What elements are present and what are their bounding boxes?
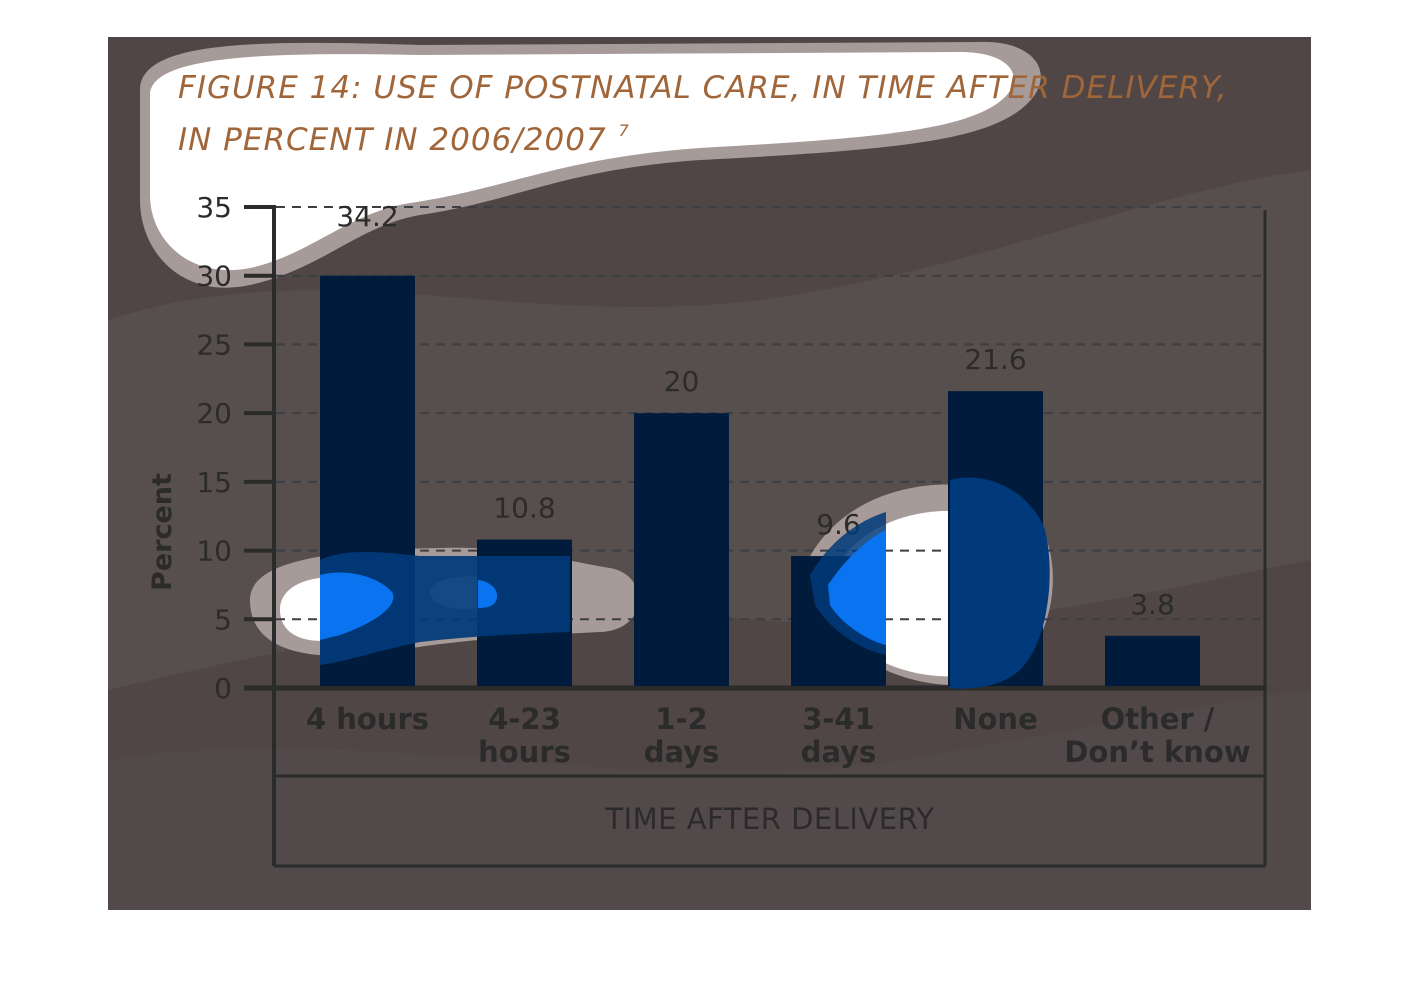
gridlines: [276, 206, 1263, 621]
bar: [1105, 635, 1200, 686]
category-label: 4-23: [488, 702, 561, 736]
category-label: Other /: [1101, 702, 1215, 736]
bar-overlay: [320, 477, 1050, 689]
data-label: 10.8: [493, 492, 555, 525]
category-label: days: [644, 735, 720, 769]
y-tick-label: 15: [196, 466, 232, 499]
data-label: 3.8: [1130, 588, 1175, 621]
y-axis-ticks: 0 5 10 15 20 25 30 35: [196, 191, 276, 705]
y-tick-label: 10: [196, 535, 232, 568]
y-axis-label: Percent: [147, 473, 178, 591]
data-label: 21.6: [964, 343, 1026, 376]
category-label: 1-2: [655, 702, 707, 736]
y-tick-label: 30: [196, 260, 232, 293]
category-label: Don’t know: [1064, 735, 1250, 769]
y-tick-label: 0: [214, 672, 232, 705]
data-label: 34.2: [336, 200, 398, 233]
y-tick-label: 25: [196, 328, 232, 361]
x-axis-label: TIME AFTER DELIVERY: [604, 802, 934, 836]
y-tick-label: 35: [196, 191, 232, 224]
category-label: hours: [478, 735, 571, 769]
category-label: None: [953, 702, 1038, 736]
chart-title: FIGURE 14: USE OF POSTNATAL CARE, IN TIM…: [178, 70, 1228, 158]
chart-title-line-2: IN PERCENT IN 2006/2007 7: [178, 121, 630, 158]
category-label: 4 hours: [306, 702, 429, 736]
category-label: 3-41: [802, 702, 875, 736]
y-tick-label: 20: [196, 397, 232, 430]
bar: [634, 413, 729, 686]
chart-title-line-1: FIGURE 14: USE OF POSTNATAL CARE, IN TIM…: [178, 70, 1228, 106]
category-label: days: [801, 735, 877, 769]
data-label: 20: [664, 365, 700, 398]
y-tick-label: 5: [214, 603, 232, 636]
